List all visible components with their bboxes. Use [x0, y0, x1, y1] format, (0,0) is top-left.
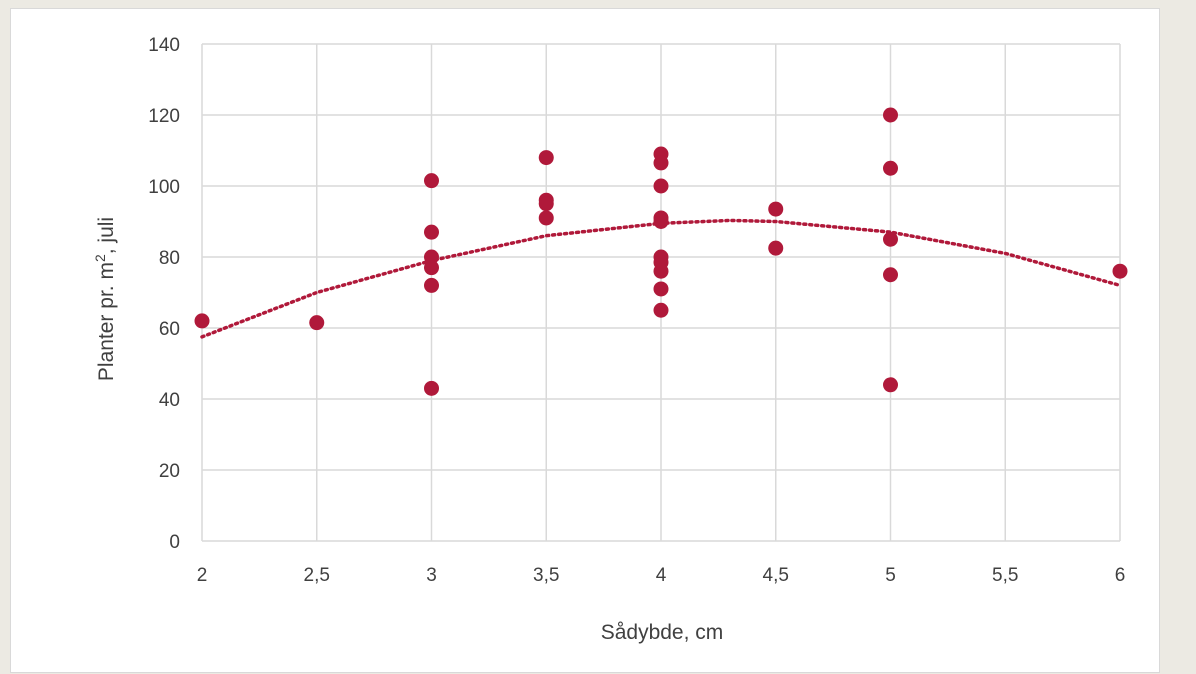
y-axis-title-superscript: 2 — [92, 254, 108, 262]
y-tick-label: 80 — [159, 248, 180, 269]
data-point — [653, 263, 669, 279]
chart-panel: 2 2,5 3 3,5 4 4,5 5 5,5 6 0 20 40 60 80 100 120 140 Såd… — [10, 8, 1160, 673]
data-point — [653, 178, 669, 194]
y-tick-label: 120 — [148, 106, 180, 127]
y-tick-label: 20 — [159, 461, 180, 482]
y-axis-ticks: 0 20 40 60 80 100 120 140 — [148, 35, 180, 553]
data-point — [424, 173, 439, 189]
y-tick-label: 0 — [169, 532, 180, 553]
data-point — [653, 281, 669, 297]
x-tick-label: 2 — [197, 565, 208, 586]
y-tick-label: 140 — [148, 35, 180, 56]
data-point — [424, 249, 439, 265]
data-point — [538, 196, 554, 212]
data-point — [883, 160, 898, 176]
y-tick-label: 60 — [159, 319, 180, 340]
x-tick-label: 4 — [656, 565, 667, 586]
y-axis-title-main: Planter pr. m — [95, 262, 118, 381]
data-point — [424, 260, 439, 276]
data-point — [424, 277, 439, 293]
x-tick-label: 5 — [885, 565, 896, 586]
data-point — [538, 150, 554, 166]
x-tick-label: 4,5 — [763, 565, 789, 586]
x-tick-label: 5,5 — [992, 565, 1018, 586]
data-point — [653, 155, 669, 171]
trendline — [200, 218, 1122, 339]
y-axis-title-suffix: , juli — [95, 217, 118, 254]
y-tick-label: 40 — [159, 390, 180, 411]
data-point — [653, 214, 669, 229]
data-point — [538, 210, 554, 226]
trendline-group — [200, 218, 1122, 339]
x-tick-label: 3 — [426, 565, 437, 586]
data-point — [883, 377, 898, 393]
scatter-chart: 2 2,5 3 3,5 4 4,5 5 5,5 6 0 20 40 60 80 100 120 140 Såd… — [92, 35, 1128, 644]
data-point — [768, 240, 784, 256]
data-point — [883, 267, 898, 283]
x-axis-title: Sådybde, cm — [601, 621, 724, 644]
data-point — [309, 315, 325, 331]
data-point — [768, 201, 784, 217]
data-point — [1112, 263, 1128, 279]
y-tick-label: 100 — [148, 177, 180, 198]
x-tick-label: 2,5 — [304, 565, 330, 586]
data-point — [424, 380, 439, 396]
y-axis-title: Planter pr. m2, juli — [92, 217, 118, 381]
data-point — [424, 224, 439, 240]
x-tick-label: 6 — [1115, 565, 1126, 586]
x-tick-label: 3,5 — [533, 565, 559, 586]
data-point — [883, 107, 898, 123]
data-point — [653, 302, 669, 318]
data-point — [194, 313, 210, 329]
x-axis-ticks: 2 2,5 3 3,5 4 4,5 5 5,5 6 — [197, 565, 1126, 586]
data-point — [883, 231, 898, 247]
data-points — [194, 107, 1128, 396]
